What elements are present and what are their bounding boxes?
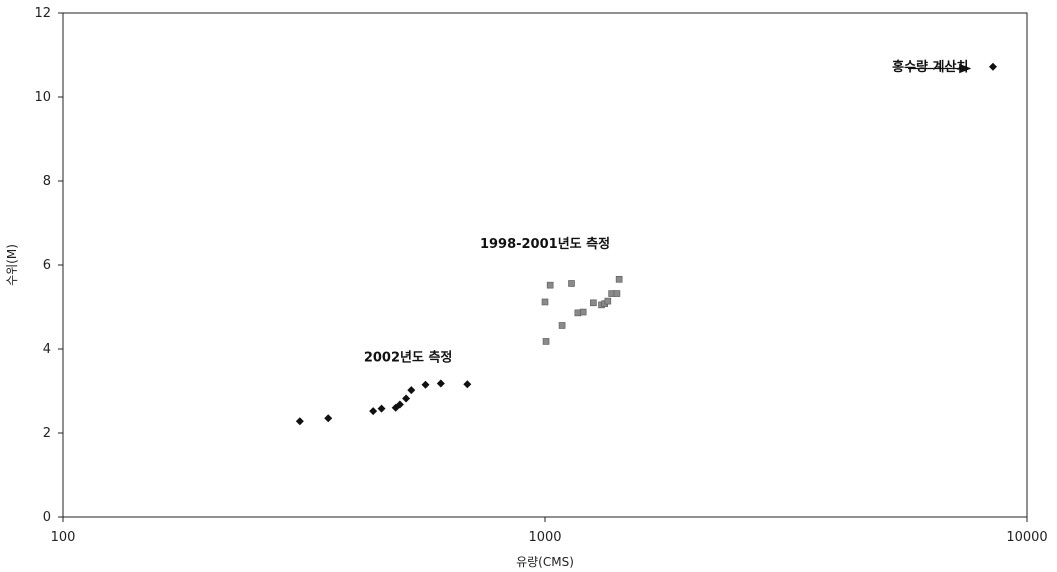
annotations: 2002년도 측정 1998-2001년도 측정 홍수량 계산치 bbox=[364, 59, 969, 366]
annotation-label: 홍수량 계산치 bbox=[892, 59, 968, 75]
data-point-series-2 bbox=[590, 299, 597, 307]
plot-area bbox=[62, 12, 1028, 518]
data-point-series-2 bbox=[615, 275, 623, 283]
y-tick-label: 4 bbox=[43, 342, 51, 357]
data-point-series-1 bbox=[369, 407, 378, 416]
data-point-series-2 bbox=[558, 322, 566, 329]
y-axis-ticks: 0 2 4 6 8 10 12 bbox=[34, 6, 63, 525]
data-point-series-2 bbox=[541, 298, 549, 306]
data-point-series-2 bbox=[579, 308, 587, 316]
data-point-series-1 bbox=[395, 400, 404, 409]
annotation-label: 1998-2001년도 측정 bbox=[480, 236, 610, 252]
data-point-series-2 bbox=[546, 281, 554, 289]
y-axis-title: 수위(M) bbox=[5, 244, 19, 286]
y-tick-label: 10 bbox=[34, 90, 51, 105]
y-tick-label: 0 bbox=[43, 510, 51, 525]
data-point-series-1 bbox=[463, 380, 472, 389]
data-point-series-1 bbox=[377, 404, 386, 413]
x-tick-label: 1000 bbox=[528, 530, 561, 545]
data-point-series-1 bbox=[436, 379, 445, 388]
data-point-series-3 bbox=[988, 62, 997, 71]
annotation-label: 2002년도 측정 bbox=[364, 349, 453, 365]
y-tick-label: 6 bbox=[43, 258, 51, 273]
data-point-series-2 bbox=[542, 338, 550, 345]
x-tick-label: 100 bbox=[51, 530, 76, 545]
data-point-series-2 bbox=[568, 280, 575, 287]
y-tick-label: 2 bbox=[43, 426, 51, 441]
data-point-series-2 bbox=[604, 297, 612, 305]
data-point-series-1 bbox=[402, 394, 411, 403]
data-point-series-1 bbox=[421, 380, 430, 389]
data-point-series-2 bbox=[613, 290, 621, 297]
y-tick-label: 8 bbox=[43, 174, 51, 189]
data-point-series-1 bbox=[295, 417, 304, 426]
x-axis-ticks: 100 1000 10000 bbox=[51, 517, 1048, 545]
data-point-series-1 bbox=[324, 414, 333, 423]
x-axis-title: 유량(CMS) bbox=[516, 555, 574, 569]
y-tick-label: 12 bbox=[34, 6, 51, 21]
data-point-series-1 bbox=[407, 386, 416, 395]
data-points bbox=[295, 62, 997, 426]
x-tick-label: 10000 bbox=[1006, 530, 1047, 545]
